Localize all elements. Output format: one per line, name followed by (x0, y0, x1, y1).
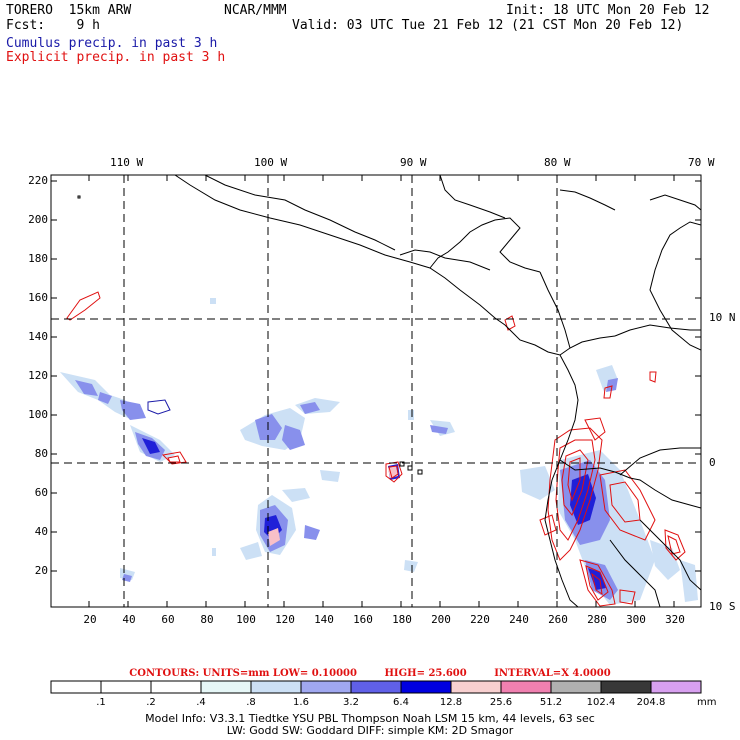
field2-title: Explicit precip. in past 3 h (6, 50, 226, 65)
field1-title: Cumulus precip. in past 3 h (6, 36, 218, 51)
y-tick-label: 80 (34, 447, 48, 460)
coastlines (77, 175, 701, 607)
init-time: Init: 18 UTC Mon 20 Feb 12 (506, 3, 710, 18)
colorbar (50, 680, 702, 694)
model-title: TORERO 15km ARW (6, 3, 132, 18)
y-tick-label: 60 (34, 486, 48, 499)
x-tick-label: 160 (353, 613, 373, 626)
x-tick-label: 100 (236, 613, 256, 626)
colorbar-swatch (50, 680, 102, 694)
colorbar-swatch (150, 680, 202, 694)
colorbar-label: 204.8 (636, 697, 666, 708)
y-tick-label: 120 (28, 369, 48, 382)
colorbar-label: 12.8 (439, 697, 463, 708)
colorbar-label: 102.4 (586, 697, 616, 708)
valid-time: Valid: 03 UTC Tue 21 Feb 12 (21 CST Mon … (292, 18, 684, 33)
x-tick-label: 60 (161, 613, 175, 626)
y-tick-label: 100 (28, 408, 48, 421)
colorbar-label: .8 (246, 697, 256, 708)
colorbar-swatch (250, 680, 302, 694)
x-tick-label: 240 (509, 613, 529, 626)
colorbar-swatch (200, 680, 252, 694)
colorbar-label: .2 (146, 697, 156, 708)
colorbar-swatch (500, 680, 552, 694)
contour-high: HIGH= 25.600 (384, 668, 467, 679)
x-tick-label: 220 (470, 613, 490, 626)
colorbar-swatch (300, 680, 352, 694)
model-info-line2: LW: Godd SW: Goddard DIFF: simple KM: 2D… (226, 724, 514, 737)
explicit-precip-contours (66, 291, 686, 607)
y-tick-label: 160 (28, 291, 48, 304)
forecast-hour: Fcst: 9 h (6, 18, 100, 33)
colorbar-label: .4 (196, 697, 206, 708)
y-tick-label: 220 (28, 174, 48, 187)
lon-label: 100 W (254, 156, 288, 169)
colorbar-swatch (350, 680, 402, 694)
colorbar-swatch (450, 680, 502, 694)
y-tick-label: 140 (28, 330, 48, 343)
graticule (51, 175, 701, 607)
x-tick-label: 320 (665, 613, 685, 626)
colorbar-swatch (600, 680, 652, 694)
axis-ticks (51, 175, 701, 607)
x-tick-label: 260 (548, 613, 568, 626)
y-tick-label: 200 (28, 213, 48, 226)
colorbar-swatch (400, 680, 452, 694)
lat-label: 0 (709, 456, 716, 469)
lon-label: 110 W (110, 156, 144, 169)
x-tick-label: 80 (200, 613, 214, 626)
x-tick-label: 40 (122, 613, 136, 626)
lon-label: 70 W (688, 156, 715, 169)
colorbar-label: 25.6 (489, 697, 513, 708)
y-tick-label: 180 (28, 252, 48, 265)
cumulus-contour (147, 399, 171, 415)
x-tick-label: 180 (392, 613, 412, 626)
colorbar-label: .1 (96, 697, 106, 708)
x-tick-label: 200 (431, 613, 451, 626)
x-tick-label: 120 (275, 613, 295, 626)
contour-info: CONTOURS: UNITS=mm LOW= 0.10000 HIGH= 25… (0, 668, 740, 679)
y-tick-label: 40 (34, 525, 48, 538)
lon-label: 90 W (400, 156, 427, 169)
colorbar-swatch (100, 680, 152, 694)
y-tick-label: 20 (34, 564, 48, 577)
colorbar-swatch (550, 680, 602, 694)
contour-interval: INTERVAL=X 4.0000 (494, 668, 611, 679)
colorbar-swatch (650, 680, 702, 694)
x-tick-label: 20 (83, 613, 97, 626)
org-label: NCAR/MMM (224, 3, 287, 18)
map-frame (50, 174, 702, 608)
colorbar-label: 6.4 (393, 697, 409, 708)
lat-label: 10 N (709, 311, 736, 324)
colorbar-label: 3.2 (343, 697, 359, 708)
model-info-line1: Model Info: V3.3.1 Tiedtke YSU PBL Thomp… (145, 712, 595, 725)
colorbar-label: 1.6 (293, 697, 309, 708)
x-tick-label: 280 (587, 613, 607, 626)
x-tick-label: 300 (626, 613, 646, 626)
colorbar-label: 51.2 (539, 697, 563, 708)
precip-high (268, 466, 398, 546)
lat-label: 10 S (709, 600, 736, 613)
colorbar-unit: mm (697, 697, 717, 708)
contour-units: CONTOURS: UNITS=mm LOW= 0.10000 (129, 668, 357, 679)
cumulus-precip-heavy (142, 438, 606, 590)
lon-label: 80 W (544, 156, 571, 169)
x-tick-label: 140 (314, 613, 334, 626)
